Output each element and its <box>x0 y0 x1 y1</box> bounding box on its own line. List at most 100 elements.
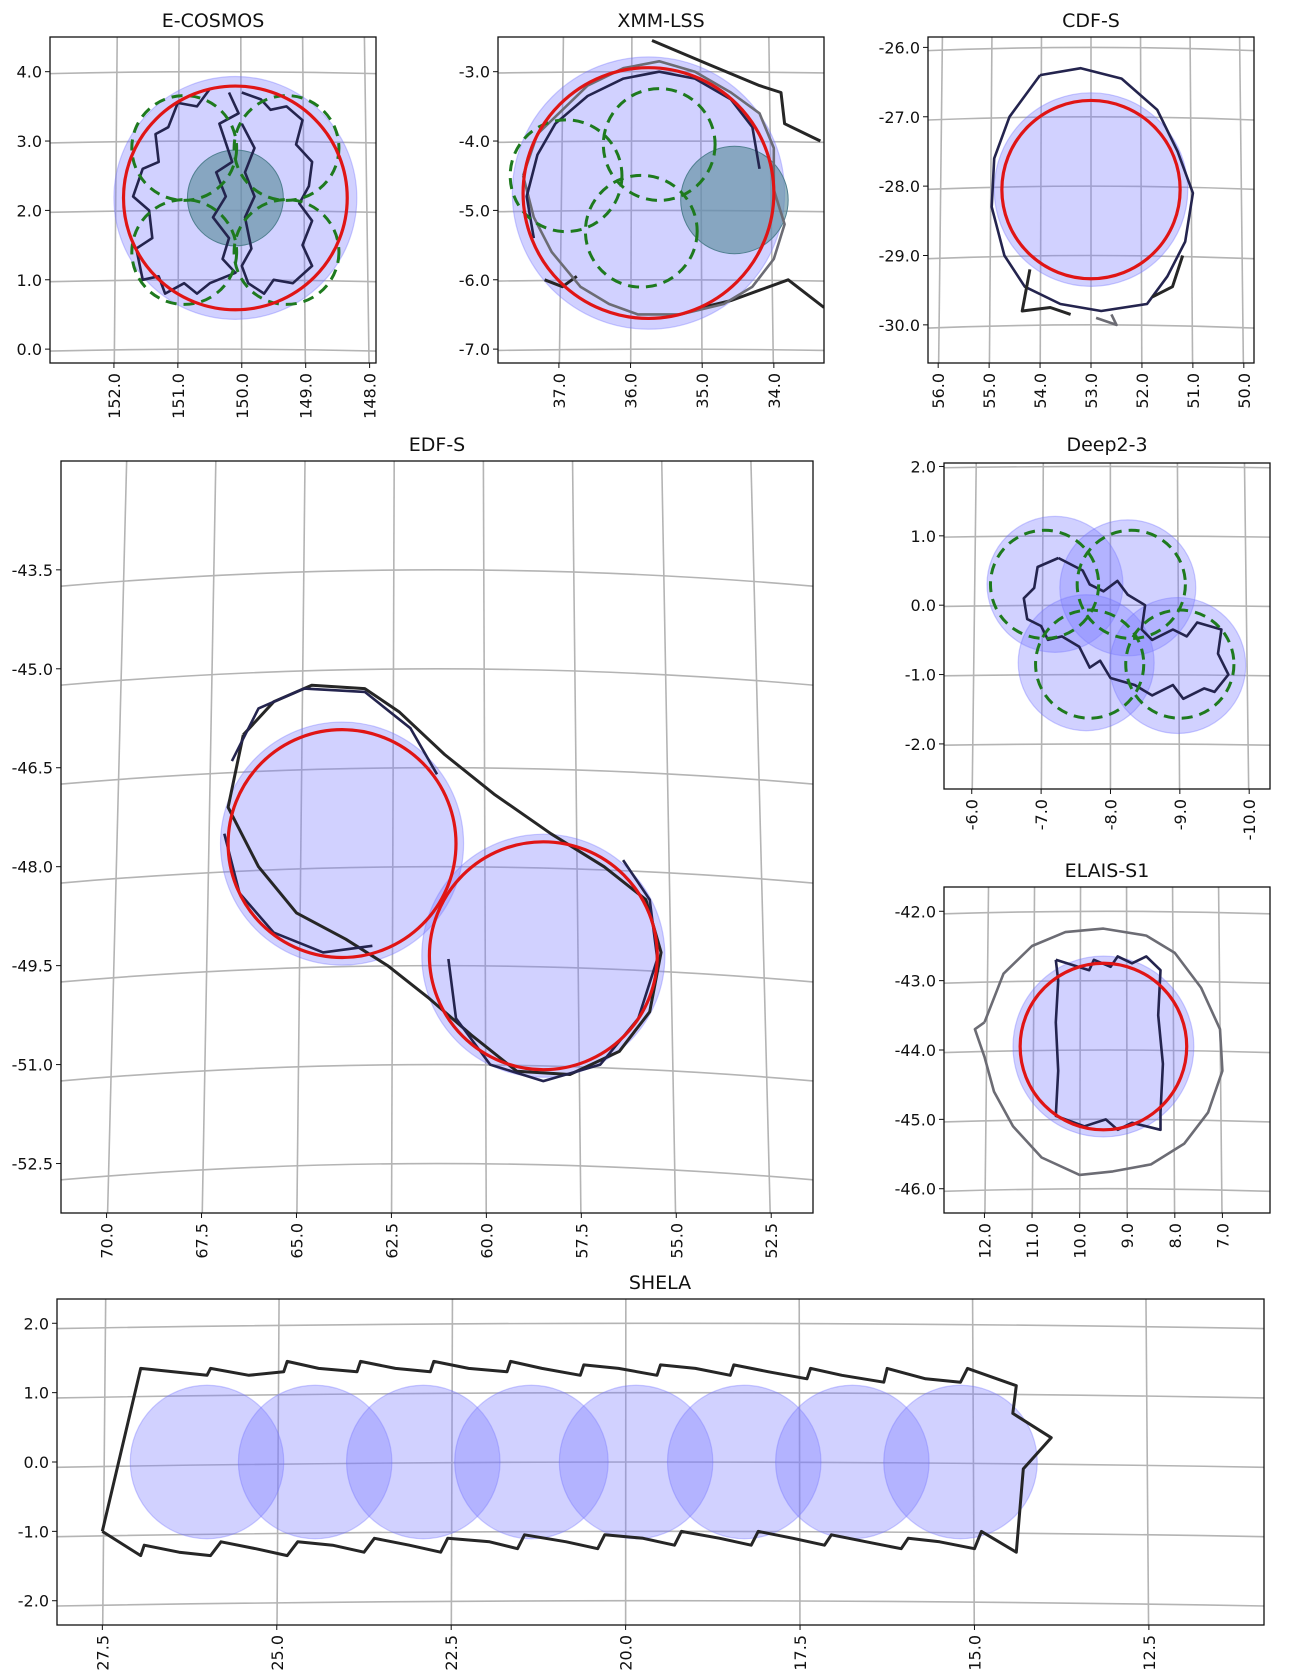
beam-circle <box>129 1384 285 1540</box>
x-tick-label: 56.0 <box>929 373 948 409</box>
x-tick-label: 12.0 <box>975 1223 994 1259</box>
y-tick-label: -7.0 <box>459 340 490 359</box>
grid <box>57 1299 1264 1625</box>
x-tick-label: 17.5 <box>791 1635 810 1671</box>
y-tick-label: -27.0 <box>879 108 920 127</box>
y-tick-label: 2.0 <box>911 457 936 476</box>
y-tick-label: -42.0 <box>895 902 936 921</box>
y-tick-label: -30.0 <box>879 316 920 335</box>
x-tick-label: 55.0 <box>667 1223 686 1259</box>
y-tick-label: -2.0 <box>18 1592 49 1611</box>
x-tick-label: -7.0 <box>1032 799 1051 830</box>
y-tick-label: -48.0 <box>12 858 53 877</box>
y-tick-label: -28.0 <box>879 177 920 196</box>
x-tick-label: 8.0 <box>1166 1223 1185 1248</box>
grid-line-parallel <box>944 910 1270 915</box>
plot-area <box>944 887 1270 1213</box>
grid-line-parallel <box>61 865 813 884</box>
grid-line-meridian <box>750 461 771 1213</box>
beam-circle <box>237 1384 393 1540</box>
plot-area <box>944 463 1270 789</box>
beam-circle <box>666 1384 822 1540</box>
y-tick-label: -51.0 <box>12 1056 53 1075</box>
grid-line-meridian <box>558 37 565 363</box>
x-tick-label: 150.0 <box>233 373 252 419</box>
panel-title-edfs: EDF-S <box>409 434 465 456</box>
grid <box>61 461 813 1213</box>
inner-beam-circle <box>680 145 789 255</box>
grid-line-parallel <box>57 1530 1264 1538</box>
y-tick-label: -1.0 <box>905 666 936 685</box>
x-tick-label: 51.0 <box>1184 373 1203 409</box>
grid-line-meridian <box>971 463 978 789</box>
x-tick-label: 35.0 <box>693 373 712 409</box>
y-tick-label: -43.0 <box>895 972 936 991</box>
axes-frame <box>49 36 377 364</box>
grid <box>50 37 376 363</box>
footprint-outline <box>973 927 1224 1177</box>
x-tick-label: 22.5 <box>442 1635 461 1671</box>
y-tick-label: 1.0 <box>17 271 42 290</box>
grid-line-parallel <box>944 465 1270 469</box>
y-tick-label: -46.0 <box>895 1180 936 1199</box>
x-tick-label: 54.0 <box>1031 373 1050 409</box>
y-tick-label: -1.0 <box>18 1522 49 1541</box>
red-circle <box>121 84 349 312</box>
y-tick-label: 0.0 <box>17 340 42 359</box>
grid-line-parallel <box>57 1599 1264 1607</box>
footprint-outline <box>651 39 822 143</box>
y-tick-label: -45.0 <box>895 1110 936 1129</box>
x-tick-label: 149.0 <box>297 373 316 419</box>
x-tick-label: 151.0 <box>169 373 188 419</box>
dashed-circle <box>508 118 624 234</box>
x-tick-label: 7.0 <box>1213 1223 1232 1248</box>
beam-circle <box>454 1384 609 1540</box>
grid-line-parallel <box>57 1322 1264 1330</box>
plot-area <box>928 37 1254 363</box>
x-tick-label: 34.0 <box>765 373 784 409</box>
grid-line-meridian <box>1176 463 1181 789</box>
beam-circle <box>421 833 666 1078</box>
grid-line-parallel <box>61 964 813 983</box>
red-circle <box>1018 961 1189 1132</box>
grid-line-meridian <box>482 461 488 1213</box>
x-tick-label: 20.0 <box>617 1635 636 1671</box>
y-tick-label: -2.0 <box>905 735 936 754</box>
footprint-outline <box>1020 269 1072 316</box>
plot-area <box>50 37 376 363</box>
y-tick-label: -49.5 <box>12 957 53 976</box>
footprint-outline <box>223 833 373 954</box>
dashed-circle <box>232 94 341 202</box>
x-tick-label: 25.0 <box>268 1635 287 1671</box>
x-tick-label: -8.0 <box>1101 799 1120 830</box>
plot-area <box>61 461 813 1213</box>
plot-area <box>57 1299 1264 1625</box>
x-tick-label: 9.0 <box>1118 1223 1137 1248</box>
plot-area <box>498 37 824 363</box>
axes-frame <box>497 36 825 364</box>
grid-line-meridian <box>363 37 370 363</box>
grid-line-meridian <box>937 37 944 363</box>
footprint-outline <box>990 66 1195 313</box>
x-tick-label: 11.0 <box>1023 1223 1042 1259</box>
grid-line-meridian <box>660 461 677 1213</box>
x-tick-label: 60.0 <box>477 1223 496 1259</box>
grid-line-meridian <box>301 37 307 363</box>
x-tick-label: 53.0 <box>1082 373 1101 409</box>
dashed-circle <box>130 198 239 306</box>
grid-line-parallel <box>928 324 1254 329</box>
y-tick-label: 0.0 <box>24 1453 49 1472</box>
beam-circle <box>345 1384 501 1540</box>
y-tick-label: -45.0 <box>12 660 53 679</box>
panel-title-xmmlss: XMM-LSS <box>617 10 704 32</box>
grid-line-meridian <box>106 461 128 1213</box>
y-tick-label: -46.5 <box>12 759 53 778</box>
grid-line-meridian <box>1243 463 1250 789</box>
grid-line-meridian <box>988 37 993 363</box>
footprint-outline <box>1095 313 1118 327</box>
panel-elaiss1: ELAIS-S1 -42.0 -43.0 -44.0 -45.0 -46.0 12.0 11… <box>895 860 1271 1259</box>
x-tick-label: 57.5 <box>572 1223 591 1259</box>
grid-line-parallel <box>50 140 376 144</box>
beam-circle <box>883 1384 1038 1540</box>
panel-cdfs: CDF-S -26.0 -27.0 -28.0 -29.0 -30.0 56.0 55.0 5… <box>879 10 1255 409</box>
